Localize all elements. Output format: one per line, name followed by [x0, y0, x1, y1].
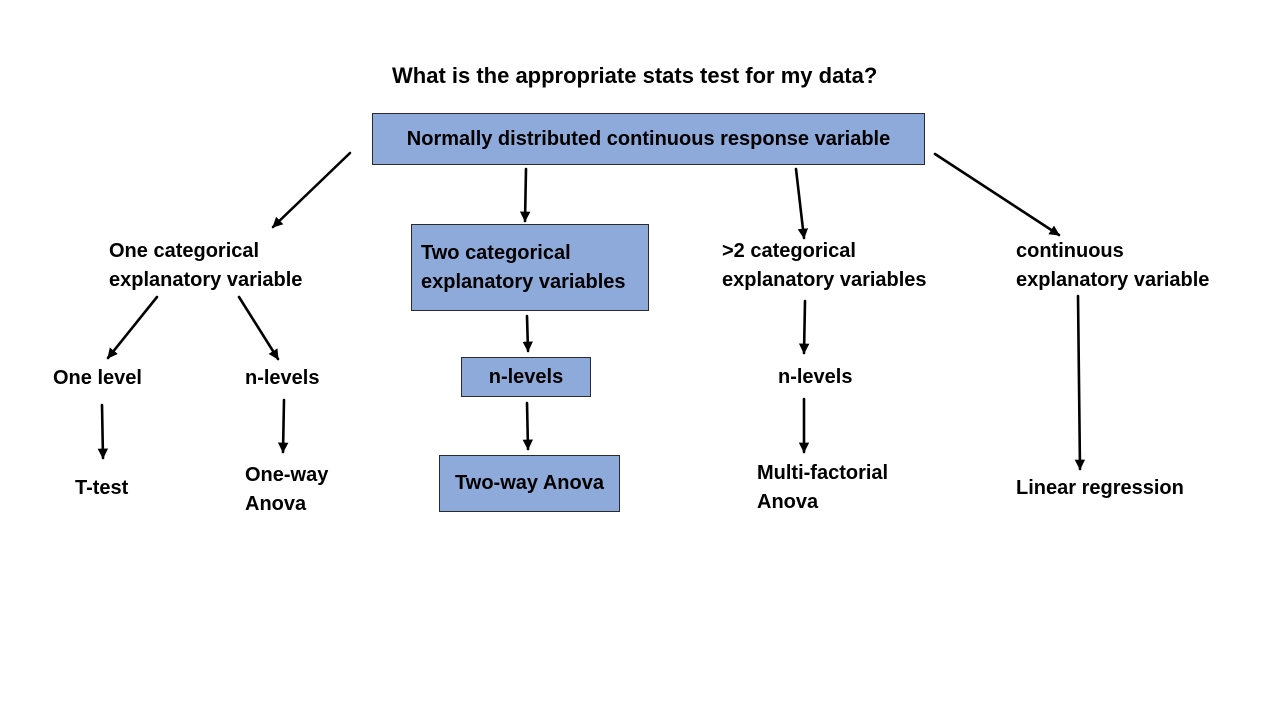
one-way-anova-line2: Anova	[245, 493, 307, 515]
continuous-label-line1: continuous	[1016, 240, 1124, 262]
n-levels-node-two-categorical: n-levels	[461, 357, 591, 397]
two-way-anova-label: Two-way Anova	[455, 472, 604, 494]
n-levels-label-two-categorical: n-levels	[488, 365, 564, 388]
multi-factorial-anova-node: Multi-factorial Anova	[757, 459, 888, 517]
multi-factorial-anova-line1: Multi-factorial	[757, 462, 889, 484]
continuous-label-line2: explanatory variable	[1016, 269, 1210, 291]
arrow-n-levels-to-one-way-anova	[277, 398, 289, 454]
linear-regression-node: Linear regression	[1016, 477, 1184, 499]
multi-factorial-anova-line2: Anova	[757, 491, 819, 513]
one-categorical-label-line2: explanatory variable	[109, 269, 303, 291]
root-node: Normally distributed continuous response…	[372, 113, 925, 165]
one-way-anova-node: One-way Anova	[245, 461, 328, 519]
n-levels-node-multi-categorical: n-levels	[778, 366, 853, 388]
two-categorical-node: Two categorical explanatory variables	[411, 224, 649, 311]
chart-title: What is the appropriate stats test for m…	[392, 63, 878, 88]
two-categorical-label-line2: explanatory variables	[421, 270, 626, 293]
root-node-label: Normally distributed continuous response…	[406, 127, 891, 150]
arrow-two-categorical-to-n-levels	[522, 314, 533, 353]
one-level-node: One level	[53, 367, 142, 389]
one-way-anova-line1: One-way	[245, 464, 329, 486]
arrow-one-categorical-to-one-level	[106, 295, 159, 360]
two-way-anova-node: Two-way Anova	[439, 455, 620, 512]
multi-categorical-label-line2: explanatory variables	[722, 269, 927, 291]
arrow-multi-categorical-to-n-levels	[798, 299, 810, 355]
continuous-node: continuous explanatory variable	[1016, 237, 1209, 295]
arrow-root-to-two-categorical	[519, 167, 531, 223]
arrow-root-to-continuous	[933, 152, 1061, 237]
arrow-one-categorical-to-n-levels	[237, 295, 280, 361]
multi-categorical-node: >2 categorical explanatory variables	[722, 237, 927, 295]
t-test-node: T-test	[75, 477, 129, 499]
arrow-root-to-multi-categorical	[794, 167, 809, 240]
one-categorical-node: One categorical explanatory variable	[109, 237, 302, 295]
n-levels-node-one-categorical: n-levels	[245, 367, 320, 389]
one-categorical-label-line1: One categorical	[109, 240, 260, 262]
two-categorical-label-line1: Two categorical	[421, 241, 571, 264]
arrow-root-to-one-categorical	[271, 151, 352, 229]
arrow-continuous-to-linear-regression	[1074, 294, 1086, 471]
arrow-one-level-to-t-test	[97, 403, 109, 460]
arrow-n-levels-to-two-way-anova	[522, 401, 533, 451]
multi-categorical-label-line1: >2 categorical	[722, 240, 856, 262]
